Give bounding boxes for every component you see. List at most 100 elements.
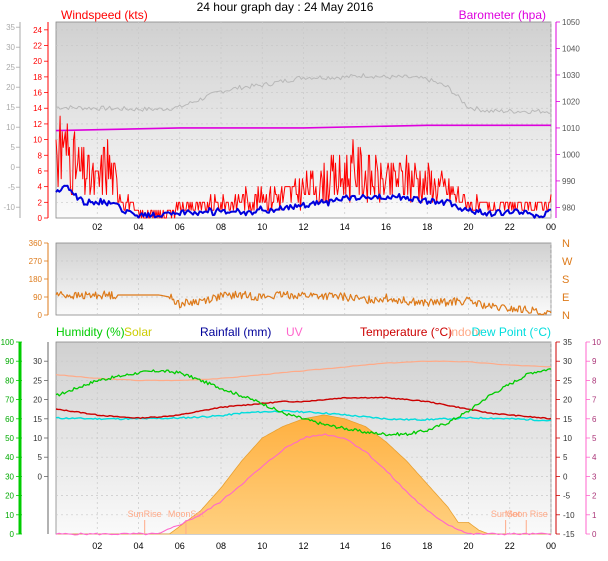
time-tick-label: 22 [505, 541, 515, 551]
time-tick-label: 04 [133, 222, 143, 232]
event-label: MoonSet [168, 509, 205, 519]
uv-tick-label: 7 [592, 396, 597, 405]
time-tick-label: 16 [381, 222, 391, 232]
time-tick-label: 20 [463, 222, 473, 232]
legend-uv: UV [286, 325, 303, 339]
windspeed-tick-label: 0 [38, 214, 43, 223]
humidity-tick-label: 20 [5, 492, 14, 501]
gray-series-line [55, 73, 552, 114]
event-label: SunSet [491, 509, 521, 519]
gray-tick-label: -5 [8, 183, 16, 192]
temperature-right-tick-label: 15 [563, 415, 572, 424]
direction-tick-label: 0 [38, 311, 43, 320]
time-tick-label: 06 [175, 222, 185, 232]
temperature-tick-label: 10 [33, 434, 42, 443]
humidity-tick-label: 40 [5, 453, 14, 462]
gray-tick-label: 10 [6, 123, 15, 132]
humidity-series-line [55, 368, 552, 437]
temperature-right-tick-label: 35 [563, 338, 572, 347]
time-tick-label: 02 [92, 541, 102, 551]
time-tick-label: 00 [546, 222, 556, 232]
direction-tick-label: 360 [29, 239, 43, 248]
uv-tick-label: 3 [592, 472, 597, 481]
barometer-tick-label: 1020 [562, 97, 580, 106]
barometer-tick-label: 1010 [562, 124, 580, 133]
humidity-axis: 0 10 20 30 40 50 60 70 80 90 100 [1, 338, 22, 539]
windspeed-tick-label: 18 [33, 73, 42, 82]
time-tick-label: 10 [257, 222, 267, 232]
uv-tick-label: 4 [592, 453, 597, 462]
time-tick-label: 08 [216, 541, 226, 551]
windspeed-tick-label: 22 [33, 42, 42, 51]
gray-tick-label: 20 [6, 83, 15, 92]
time-tick-label: 18 [422, 222, 432, 232]
uv-tick-label: 6 [592, 415, 597, 424]
windspeed-tick-label: 2 [38, 198, 43, 207]
temperature-tick-label: 20 [33, 396, 42, 405]
temperature-left-axis: 0 5 10 15 20 25 30 [33, 342, 49, 534]
compass-label: E [562, 292, 569, 304]
windspeed-tick-label: 16 [33, 89, 42, 98]
uv-tick-label: 2 [592, 492, 597, 501]
windspeed-tick-label: 14 [33, 104, 42, 113]
chart-title: 24 hour graph day : 24 May 2016 [197, 0, 374, 14]
gray-tick-label: 30 [6, 43, 15, 52]
compass-label: N [562, 238, 570, 250]
temperature-right-tick-label: 5 [563, 453, 568, 462]
legend-dewpoint: Dew Point (°C) [472, 325, 551, 339]
barometer-tick-label: 1040 [562, 44, 580, 53]
uv-tick-label: 5 [592, 434, 597, 443]
windspeed-label: Windspeed (kts) [61, 8, 148, 22]
windspeed-tick-label: 8 [38, 151, 43, 160]
event-label: SunRise [128, 509, 162, 519]
temperature-right-tick-label: 0 [563, 472, 568, 481]
time-tick-label: 10 [257, 541, 267, 551]
uv-series-line [55, 433, 552, 536]
time-tick-label: 02 [92, 222, 102, 232]
compass-label: W [562, 256, 573, 268]
temperature-right-tick-label: -10 [563, 511, 575, 520]
legend-indoor: Indoor [448, 325, 482, 339]
humidity-tick-label: 0 [10, 530, 15, 539]
temperature-right-tick-label: -15 [563, 530, 575, 539]
direction-series-line [55, 290, 552, 316]
dewpoint-series-line [55, 409, 552, 422]
gray-axis: -10 -5 0 5 10 15 20 25 30 35 [3, 22, 21, 218]
compass-label: N [562, 310, 570, 322]
windspeed-tick-label: 6 [38, 167, 43, 176]
gray-tick-label: -10 [3, 203, 15, 212]
temperature-tick-label: 5 [38, 453, 43, 462]
gray-tick-label: 25 [6, 63, 15, 72]
time-tick-label: 04 [133, 541, 143, 551]
time-tick-label: 16 [381, 541, 391, 551]
average-wind-series-line [55, 184, 552, 219]
gray-tick-label: 0 [11, 163, 16, 172]
windspeed-tick-label: 4 [38, 183, 43, 192]
indoor-series-line [55, 360, 552, 382]
legend-solar: Solar [124, 325, 152, 339]
legend-temperature: Temperature (°C) [360, 325, 452, 339]
time-tick-label: 22 [505, 222, 515, 232]
humidity-tick-label: 30 [5, 472, 14, 481]
temperature-right-tick-label: 10 [563, 434, 572, 443]
time-tick-label: 14 [340, 541, 350, 551]
barometer-tick-label: 1000 [562, 150, 580, 159]
barometer-tick-label: 980 [562, 203, 576, 212]
humidity-tick-label: 50 [5, 434, 14, 443]
humidity-tick-label: 60 [5, 415, 14, 424]
humidity-tick-label: 10 [5, 511, 14, 520]
direction-tick-label: 90 [33, 293, 42, 302]
time-tick-label: 18 [422, 541, 432, 551]
barometer-tick-label: 990 [562, 177, 576, 186]
barometer-axis: 980 990 1000 1010 1020 1030 1040 1050 [555, 18, 580, 218]
direction-series [55, 290, 552, 316]
direction-tick-label: 180 [29, 275, 43, 284]
windspeed-tick-label: 10 [33, 136, 42, 145]
gray-tick-label: 15 [6, 103, 15, 112]
temperature-tick-label: 30 [33, 357, 42, 366]
compass-label: S [562, 274, 569, 286]
temperature-tick-label: 0 [38, 472, 43, 481]
